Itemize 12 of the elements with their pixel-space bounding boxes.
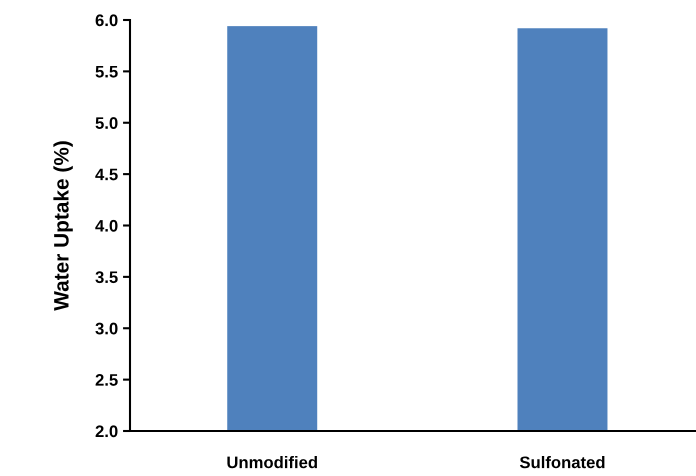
y-axis-title: Water Uptake (%): [53, 141, 73, 311]
y-tick-label: 3.0: [95, 322, 118, 334]
y-tick-label: 5.0: [96, 117, 118, 129]
x-tick-label: Unmodified: [227, 456, 317, 468]
y-tick-label: 3.5: [95, 271, 118, 284]
y-tick-label: 2.5: [96, 374, 118, 386]
y-tick-label: 2.0: [96, 425, 118, 438]
y-tick-label: 5.5: [96, 66, 118, 78]
y-tick-label: 4.0: [95, 220, 118, 232]
y-tick-label: 4.5: [95, 168, 118, 180]
x-tick-label: Sulfonated: [520, 456, 604, 468]
y-tick-label: 6.0: [96, 14, 118, 26]
